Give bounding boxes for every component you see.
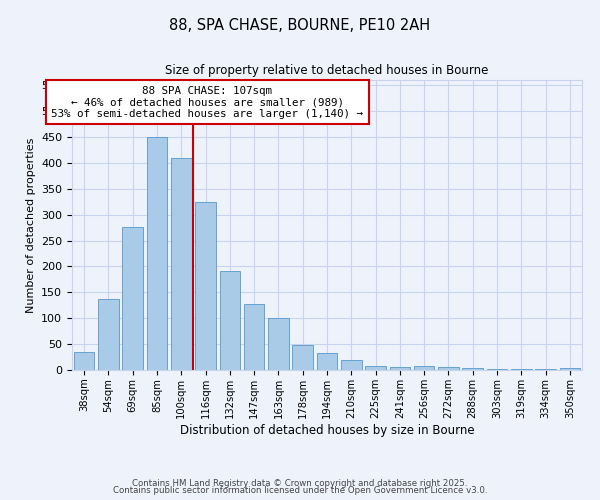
Text: 88 SPA CHASE: 107sqm
← 46% of detached houses are smaller (989)
53% of semi-deta: 88 SPA CHASE: 107sqm ← 46% of detached h… [51, 86, 363, 119]
Bar [438, 368, 459, 370]
Bar [74, 352, 94, 370]
Y-axis label: Number of detached properties: Number of detached properties [26, 138, 35, 312]
Bar [535, 369, 556, 370]
Bar [317, 354, 337, 370]
Bar [220, 270, 240, 370]
Text: Contains HM Land Registry data © Crown copyright and database right 2025.: Contains HM Land Registry data © Crown c… [132, 478, 468, 488]
X-axis label: Distribution of detached houses by size in Bourne: Distribution of detached houses by size … [179, 424, 475, 436]
Title: Size of property relative to detached houses in Bourne: Size of property relative to detached ho… [166, 64, 488, 78]
Bar [487, 369, 508, 370]
Bar [365, 366, 386, 370]
Bar [146, 137, 167, 370]
Bar [511, 369, 532, 370]
Bar [414, 366, 434, 370]
Bar [463, 368, 483, 370]
Bar [292, 345, 313, 370]
Bar [341, 360, 362, 370]
Bar [98, 299, 119, 370]
Text: Contains public sector information licensed under the Open Government Licence v3: Contains public sector information licen… [113, 486, 487, 495]
Bar [389, 368, 410, 370]
Bar [171, 158, 191, 370]
Bar [122, 226, 143, 370]
Text: 88, SPA CHASE, BOURNE, PE10 2AH: 88, SPA CHASE, BOURNE, PE10 2AH [169, 18, 431, 32]
Bar [560, 368, 580, 370]
Bar [268, 318, 289, 370]
Bar [195, 202, 216, 370]
Bar [244, 304, 265, 370]
